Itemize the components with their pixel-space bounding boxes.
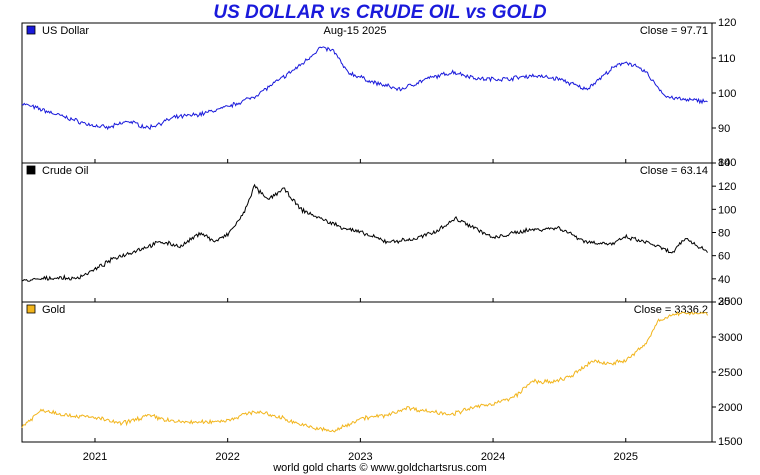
y-tick-label: 110: [718, 53, 736, 65]
x-tick-label: 2024: [481, 451, 505, 463]
chart-title: US DOLLAR vs CRUDE OIL vs GOLD: [213, 2, 547, 23]
x-tick-label: 2025: [614, 451, 638, 463]
series-line: [21, 311, 708, 433]
y-tick-label: 20: [718, 296, 730, 308]
y-tick-label: 2000: [718, 402, 742, 414]
legend-label: Crude Oil: [42, 165, 88, 177]
legend-label: Gold: [42, 304, 65, 316]
y-tick-label: 40: [718, 274, 730, 286]
panel-frame: [21, 22, 713, 164]
y-tick-label: 80: [718, 228, 730, 240]
legend-swatch: [26, 25, 36, 35]
y-tick-label: 120: [718, 17, 736, 29]
series-line: [21, 183, 708, 282]
y-tick-label: 1500: [718, 436, 742, 448]
close-label: Close = 3336.2: [634, 304, 708, 316]
legend-swatch: [26, 304, 36, 314]
y-tick-label: 100: [718, 88, 736, 100]
close-label: Close = 63.14: [640, 165, 708, 177]
y-tick-label: 90: [718, 123, 730, 135]
legend-swatch: [26, 165, 36, 175]
y-tick-label: 2500: [718, 367, 742, 379]
close-label: Close = 97.71: [640, 25, 708, 37]
y-tick-label: 100: [718, 204, 736, 216]
legend-label: US Dollar: [42, 25, 89, 37]
y-tick-label: 60: [718, 251, 730, 263]
y-tick-label: 80: [718, 157, 730, 169]
x-tick-label: 2022: [215, 451, 239, 463]
x-tick-label: 2021: [83, 451, 107, 463]
x-tick-label: 2023: [348, 451, 372, 463]
series-line: [21, 46, 708, 131]
y-tick-label: 3500: [718, 296, 742, 308]
date-label: Aug-15 2025: [324, 25, 387, 37]
y-tick-label: 3000: [718, 332, 742, 344]
footer-credit: world gold charts © www.goldchartsrus.co…: [273, 462, 487, 474]
panel-frame: [21, 162, 713, 303]
y-tick-label: 120: [718, 181, 736, 193]
y-tick-label: 140: [718, 157, 736, 169]
